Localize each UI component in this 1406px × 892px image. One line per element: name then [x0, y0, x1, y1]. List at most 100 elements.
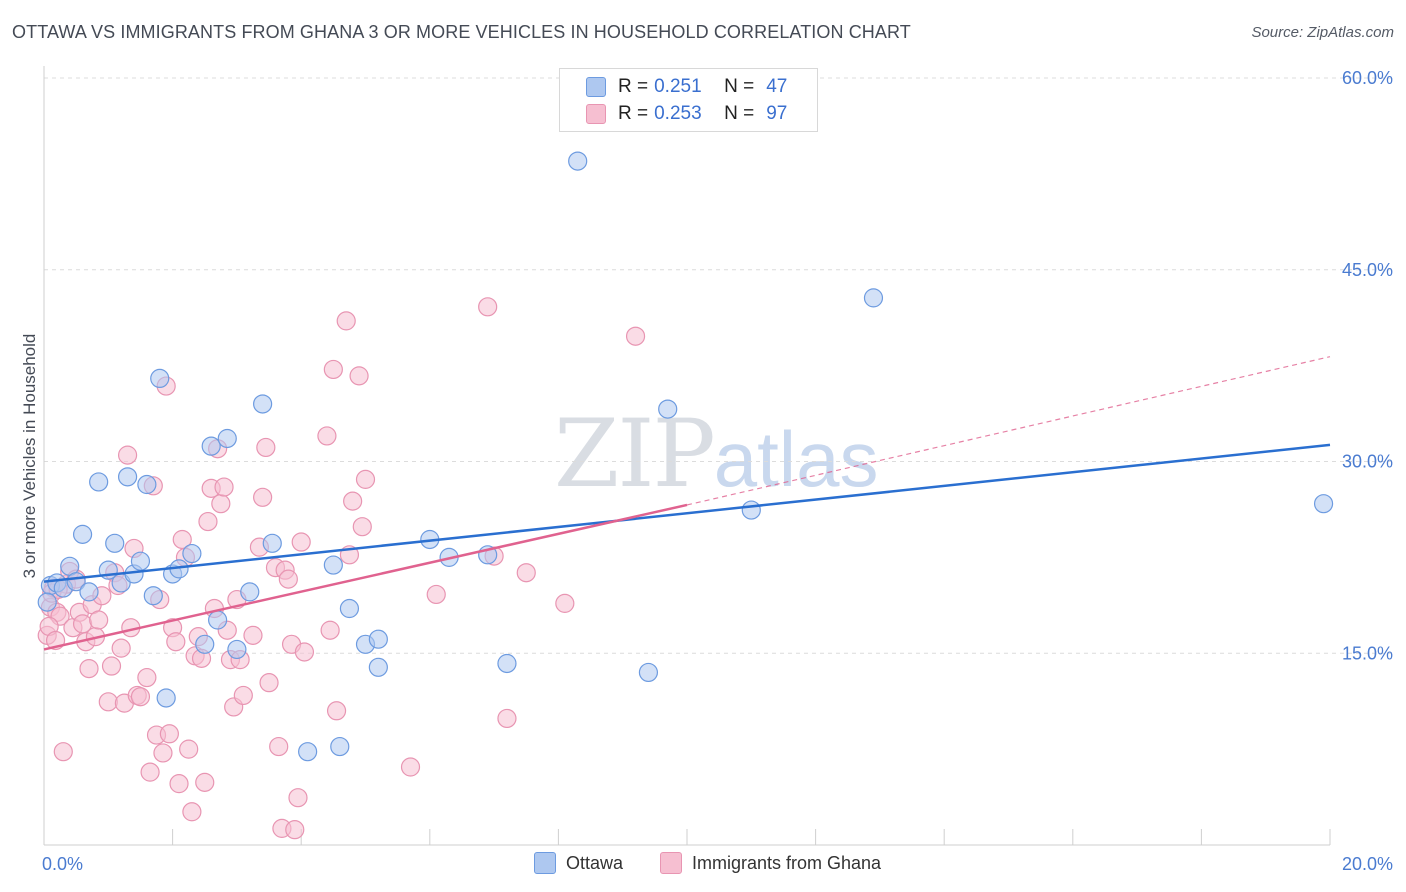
data-point-ghana: [233, 685, 253, 706]
data-point-ghana: [182, 802, 202, 822]
data-point-ghana: [355, 469, 376, 489]
data-point-ottawa: [568, 151, 588, 171]
y-tick-label: 60.0%: [1342, 68, 1393, 88]
data-point-ghana: [101, 656, 122, 676]
y-tick-label: 45.0%: [1342, 260, 1393, 280]
data-point-ghana: [117, 445, 138, 465]
data-point-ottawa: [195, 634, 215, 654]
data-point-ottawa: [182, 543, 202, 564]
legend-swatch-ottawa: [586, 77, 606, 97]
trend-layer: [43, 356, 1331, 651]
data-point-ghana: [211, 494, 231, 514]
series-swatch-ghana: [660, 852, 682, 874]
series-legend-ottawa[interactable]: Ottawa: [534, 852, 623, 874]
data-point-ottawa: [137, 474, 157, 495]
data-point-ghana: [625, 326, 646, 346]
trendline-ghana-extrapolated: [686, 356, 1331, 506]
data-point-ghana: [555, 593, 575, 613]
watermark: ZIPatlas: [554, 400, 878, 509]
legend-r-label: R =: [618, 103, 649, 124]
data-point-ottawa: [150, 368, 170, 389]
data-point-ghana: [343, 491, 363, 511]
data-point-ottawa: [368, 657, 388, 677]
data-point-ghana: [336, 311, 356, 331]
data-point-ghana: [426, 584, 446, 605]
correlation-legend: R = 0.251 N = 47 R = 0.253 N = 97: [559, 68, 818, 132]
data-point-ghana: [269, 736, 289, 757]
data-point-ghana: [243, 625, 263, 645]
chart-title: OTTAWA VS IMMIGRANTS FROM GHANA 3 OR MOR…: [12, 22, 911, 42]
data-point-ottawa: [497, 653, 517, 674]
data-point-ghana: [89, 610, 109, 630]
data-point-ottawa: [156, 688, 176, 708]
data-point-ottawa: [130, 551, 151, 571]
data-point-ottawa: [298, 742, 318, 762]
data-point-ghana: [294, 642, 315, 662]
data-point-ottawa: [72, 524, 93, 544]
series-swatch-ottawa: [534, 852, 556, 874]
data-point-ghana: [291, 532, 311, 552]
series-legend-label: Immigrants from Ghana: [692, 852, 882, 873]
data-point-ottawa: [638, 662, 659, 683]
legend-r-label: R =: [618, 76, 649, 97]
legend-n-label: N =: [724, 76, 755, 97]
data-point-ottawa: [37, 592, 57, 612]
legend-n-value: 47: [766, 76, 788, 97]
trendline-ottawa: [43, 443, 1331, 583]
data-point-ottawa: [658, 399, 678, 419]
data-point-ghana: [497, 708, 517, 729]
data-point-ottawa: [208, 610, 228, 630]
data-point-ghana: [317, 426, 337, 446]
legend-swatch-ghana: [586, 104, 606, 124]
data-point-ghana: [259, 673, 279, 693]
data-point-ghana: [278, 569, 298, 589]
data-point-ghana: [288, 788, 308, 808]
data-point-ottawa: [262, 533, 282, 553]
data-point-ghana: [79, 658, 99, 679]
series-legend-ghana[interactable]: Immigrants from Ghana: [660, 852, 881, 874]
data-point-ottawa: [339, 598, 360, 619]
data-point-ottawa: [227, 639, 247, 660]
data-point-ghana: [323, 359, 343, 380]
ottawa-points-layer: [37, 151, 1334, 762]
series-legend-label: Ottawa: [566, 852, 624, 873]
data-point-ottawa: [79, 582, 99, 602]
legend-r-value: 0.251: [654, 76, 702, 97]
data-point-ottawa: [1313, 494, 1334, 514]
data-point-ghana: [53, 742, 73, 762]
data-point-ghana: [159, 724, 179, 744]
data-point-ghana: [195, 772, 215, 792]
data-point-ottawa: [105, 533, 125, 553]
data-point-ghana: [111, 638, 131, 658]
data-point-ottawa: [863, 288, 884, 308]
data-point-ghana: [98, 692, 118, 712]
data-point-ottawa: [201, 436, 221, 456]
data-point-ghana: [352, 517, 372, 537]
data-point-ottawa: [253, 394, 273, 414]
axis-layer: [43, 66, 1331, 846]
data-point-ghana: [130, 687, 151, 707]
data-point-ghana: [320, 620, 340, 640]
legend-r-value: 0.253: [654, 103, 702, 124]
grid-layer: [44, 77, 1394, 654]
data-point-ottawa: [368, 629, 388, 649]
data-point-ghana: [285, 820, 305, 840]
data-point-ottawa: [117, 467, 138, 487]
data-point-ghana: [400, 757, 421, 777]
data-point-ghana: [169, 774, 189, 794]
data-point-ottawa: [741, 500, 761, 520]
data-point-ghana: [137, 667, 157, 688]
data-point-ghana: [140, 762, 160, 782]
data-point-ghana: [198, 511, 218, 532]
series-legend: Ottawa Immigrants from Ghana: [0, 852, 1406, 878]
y-axis-label: 3 or more Vehicles in Household: [20, 333, 39, 579]
x-tick-label: 20.0%: [1342, 854, 1393, 874]
tick-layer: 15.0% 30.0% 45.0% 60.0% 0.0% 20.0%: [42, 68, 1393, 874]
legend-n-label: N =: [724, 103, 755, 124]
data-point-ghana: [214, 477, 234, 497]
y-tick-label: 15.0%: [1342, 643, 1393, 663]
y-tick-label: 30.0%: [1342, 452, 1393, 472]
legend-row-ottawa: R = 0.251 N = 47: [586, 75, 787, 99]
data-point-ghana: [253, 487, 273, 507]
